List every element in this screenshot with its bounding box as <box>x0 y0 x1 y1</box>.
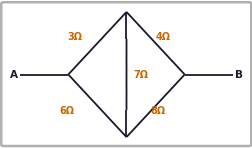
Text: A: A <box>10 69 18 80</box>
FancyBboxPatch shape <box>1 2 250 146</box>
Text: 4Ω: 4Ω <box>155 31 170 42</box>
Text: 6Ω: 6Ω <box>59 106 74 116</box>
Text: B: B <box>234 69 242 80</box>
Text: 8Ω: 8Ω <box>150 106 165 116</box>
Text: 3Ω: 3Ω <box>67 31 82 42</box>
Text: 7Ω: 7Ω <box>132 69 147 80</box>
